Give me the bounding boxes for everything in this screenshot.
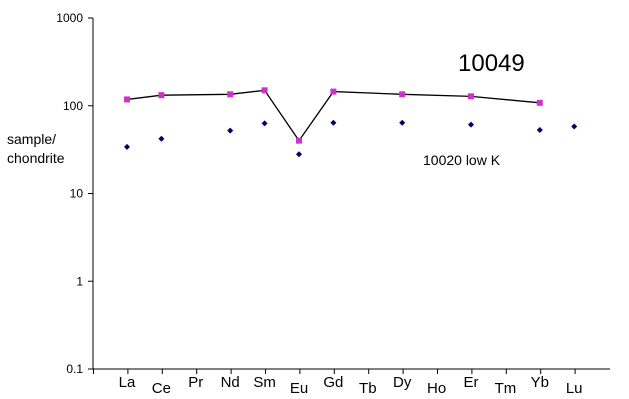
x-category-label: Ho xyxy=(427,380,446,397)
x-category-label: Lu xyxy=(566,380,583,397)
data-point-square xyxy=(296,137,302,144)
data-point-diamond xyxy=(296,151,302,158)
y-tick-label: 100 xyxy=(63,99,83,113)
x-category-label: Dy xyxy=(393,374,412,391)
x-category-label: Nd xyxy=(221,374,240,391)
data-point-diamond xyxy=(399,119,406,126)
x-category-label: Pr xyxy=(188,374,203,391)
x-category-label: La xyxy=(119,374,136,391)
x-category-label: Eu xyxy=(290,380,308,397)
data-point-square xyxy=(261,87,268,94)
x-category-label: Sm xyxy=(253,374,276,391)
data-point-diamond xyxy=(536,126,543,133)
y-axis-label-line-2: chondrite xyxy=(7,150,65,166)
series-lines xyxy=(126,89,540,142)
series-points xyxy=(124,87,578,158)
series-line xyxy=(126,89,540,142)
x-axis-labels: La Ce Pr Nd Sm Eu Gd Tb Dy Ho Er Tm Yb Lu xyxy=(93,369,583,397)
data-point-diamond xyxy=(227,127,234,134)
data-point-square xyxy=(399,91,406,98)
data-point-square xyxy=(227,91,234,98)
data-point-square xyxy=(536,99,543,106)
data-point-diamond xyxy=(571,123,578,130)
data-point-diamond xyxy=(124,143,130,150)
data-point-diamond xyxy=(261,120,268,127)
series-annotation-10020-low-k: 10020 low K xyxy=(423,152,501,168)
x-category-label: Gd xyxy=(323,374,343,391)
y-tick-label: 0.1 xyxy=(66,362,83,376)
data-point-square xyxy=(468,93,474,100)
x-category-label: Tb xyxy=(359,380,377,397)
y-axis-label-line-1: sample/ xyxy=(7,131,56,147)
data-point-diamond xyxy=(468,121,474,128)
series-annotation-10049: 10049 xyxy=(458,50,525,77)
y-tick-label: 1000 xyxy=(56,11,83,25)
data-point-diamond xyxy=(158,135,165,142)
x-category-label: Ce xyxy=(152,380,171,397)
y-tick-label: 1 xyxy=(76,274,83,288)
x-category-label: Yb xyxy=(531,374,549,391)
data-point-diamond xyxy=(330,119,337,126)
y-axis-ticks: 1000 100 10 1 0.1 xyxy=(56,11,93,376)
data-point-square xyxy=(124,96,130,103)
data-point-square xyxy=(330,88,337,95)
x-category-label: Tm xyxy=(495,380,517,397)
x-category-label: Er xyxy=(464,374,479,391)
data-point-square xyxy=(158,92,165,99)
y-tick-label: 10 xyxy=(70,187,84,201)
axes xyxy=(92,18,610,370)
